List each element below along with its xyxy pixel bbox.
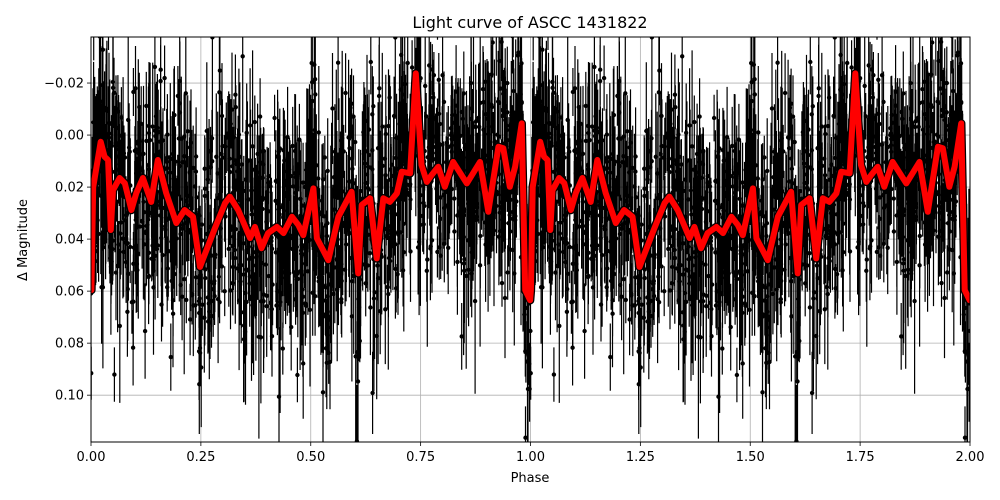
y-tick-label: 0.08	[55, 337, 84, 352]
x-tick-label: 0.75	[406, 450, 435, 465]
y-tick-label: 0.06	[55, 285, 84, 300]
x-tick-label: 1.50	[736, 450, 765, 465]
x-tick-label: 1.75	[846, 450, 875, 465]
x-axis-ticks: 0.00 0.25 0.50 0.75 1.00 1.25 1.50 1.75 2.00	[77, 442, 985, 465]
binned-light-curve	[91, 69, 970, 305]
y-axis-label: Δ Magnitude	[16, 199, 31, 281]
x-tick-label: 1.00	[516, 450, 545, 465]
x-axis-label: Phase	[511, 471, 550, 486]
y-axis-ticks: −0.02 0.00 0.02 0.04 0.06 0.08 0.10	[44, 77, 91, 404]
x-tick-label: 0.00	[77, 450, 106, 465]
x-tick-label: 0.25	[186, 450, 215, 465]
y-tick-label: 0.04	[55, 233, 84, 248]
y-tick-label: 0.10	[55, 389, 84, 404]
y-tick-label: 0.02	[55, 181, 84, 196]
y-tick-label: −0.02	[44, 77, 84, 92]
x-tick-label: 2.00	[956, 450, 985, 465]
x-tick-label: 1.25	[626, 450, 655, 465]
chart-title: Light curve of ASCC 1431822	[412, 13, 647, 32]
y-tick-label: 0.00	[55, 129, 84, 144]
curve-line	[91, 70, 970, 304]
x-tick-label: 0.50	[296, 450, 325, 465]
